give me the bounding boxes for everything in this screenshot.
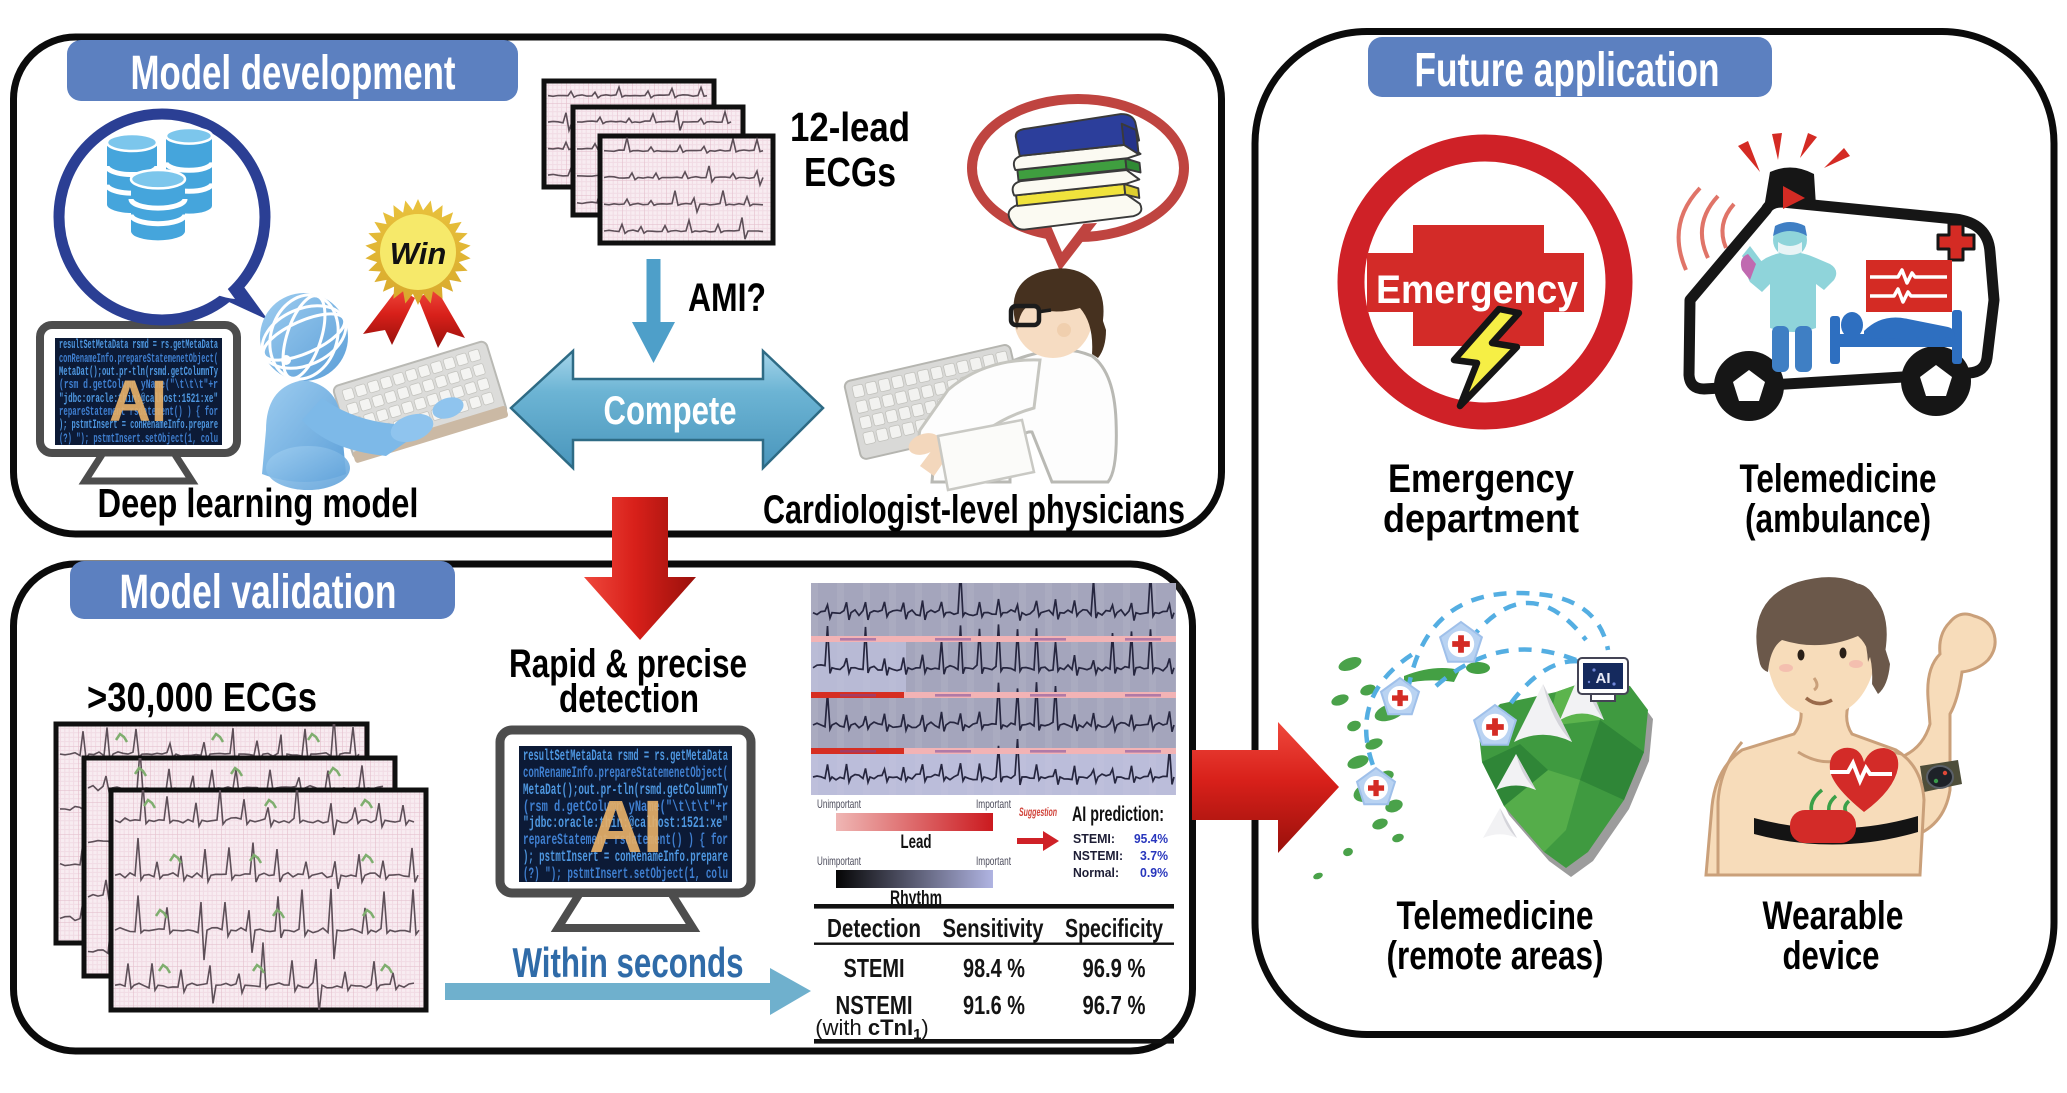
svg-text:98.4 %: 98.4 % bbox=[963, 953, 1025, 983]
svg-text:"jdbc:oracle:thin:@calhost:152: "jdbc:oracle:thin:@calhost:1521:xe" bbox=[59, 392, 218, 406]
svg-text:(rsm d.getColumn yName("\t\t\t: (rsm d.getColumn yName("\t\t\t"+r bbox=[523, 798, 728, 816]
svg-text:Deep learning model: Deep learning model bbox=[98, 480, 419, 526]
svg-text:conRenameInfo.prepareStatemene: conRenameInfo.prepareStatemenetObject( bbox=[59, 352, 218, 366]
svg-text:NSTEMI: NSTEMI bbox=[836, 990, 913, 1020]
svg-text:Lead: Lead bbox=[901, 832, 932, 853]
svg-text:Important: Important bbox=[976, 797, 1011, 811]
svg-text:detection: detection bbox=[559, 677, 699, 721]
svg-text:Emergency: Emergency bbox=[1376, 268, 1579, 312]
svg-text:AI: AI bbox=[109, 369, 167, 434]
svg-text:Telemedicine: Telemedicine bbox=[1740, 457, 1937, 501]
svg-text:Sensitivity: Sensitivity bbox=[943, 913, 1044, 943]
svg-text:device: device bbox=[1783, 934, 1880, 978]
svg-text:AI: AI bbox=[1596, 670, 1611, 687]
svg-text:Model development: Model development bbox=[131, 47, 456, 100]
svg-text:Normal:: Normal: bbox=[1073, 865, 1119, 880]
svg-text:AI prediction:: AI prediction: bbox=[1072, 803, 1164, 826]
svg-text:Unimportant: Unimportant bbox=[817, 797, 861, 811]
svg-text:Suggestion: Suggestion bbox=[1019, 805, 1057, 819]
svg-text:NSTEMI:: NSTEMI: bbox=[1073, 848, 1123, 863]
svg-text:Within seconds: Within seconds bbox=[513, 939, 744, 986]
svg-text:MetaDat();out.pr-tln(rsmd.getC: MetaDat();out.pr-tln(rsmd.getColumnTy bbox=[523, 781, 728, 799]
svg-text:96.7 %: 96.7 % bbox=[1083, 990, 1146, 1020]
svg-text:); pstmtInsert = conRenameInfo: ); pstmtInsert = conRenameInfo.prepare bbox=[59, 418, 218, 432]
svg-text:0.9%: 0.9% bbox=[1140, 865, 1168, 880]
svg-text:AMI?: AMI? bbox=[688, 276, 766, 320]
svg-text:Detection: Detection bbox=[827, 913, 921, 943]
svg-text:resultSetMetaData rsmd = rs.ge: resultSetMetaData rsmd = rs.getMetaData bbox=[59, 338, 218, 352]
svg-text:Wearable: Wearable bbox=[1763, 894, 1904, 938]
svg-text:MetaDat();out.pr-tln(rsmd.getC: MetaDat();out.pr-tln(rsmd.getColumnTy bbox=[59, 365, 218, 379]
svg-text:conRenameInfo.prepareStatemene: conRenameInfo.prepareStatemenetObject( bbox=[523, 764, 728, 782]
svg-text:); pstmtInsert = conRenameInfo: ); pstmtInsert = conRenameInfo.prepare bbox=[523, 848, 728, 866]
svg-text:(rsm d.getColumn yName("\t\t\t: (rsm d.getColumn yName("\t\t\t"+r bbox=[59, 378, 218, 392]
svg-text:(remote areas): (remote areas) bbox=[1387, 934, 1604, 978]
svg-text:(with cTnI1): (with cTnI1) bbox=[815, 1015, 928, 1043]
svg-text:Emergency: Emergency bbox=[1388, 457, 1575, 501]
svg-text:AI: AI bbox=[589, 785, 663, 868]
svg-text:STEMI:: STEMI: bbox=[1073, 831, 1115, 846]
svg-text:Future application: Future application bbox=[1415, 44, 1720, 97]
svg-text:Model validation: Model validation bbox=[120, 566, 397, 619]
svg-text:(?) "); pstmtInsert.setObject(: (?) "); pstmtInsert.setObject(1, colu bbox=[523, 865, 728, 883]
svg-text:(?) "); pstmtInsert.setObject(: (?) "); pstmtInsert.setObject(1, colu bbox=[59, 432, 218, 446]
svg-text:95.4%: 95.4% bbox=[1134, 831, 1168, 846]
svg-text:Rapid & precise: Rapid & precise bbox=[509, 642, 747, 686]
svg-text:repareStatement rsdatement(): repareStatement rsdatement() ) { for bbox=[523, 831, 728, 849]
svg-text:resultSetMetaData rsmd = rs.ge: resultSetMetaData rsmd = rs.getMetaData bbox=[523, 747, 728, 765]
svg-text:Telemedicine: Telemedicine bbox=[1397, 894, 1594, 938]
svg-text:Cardiologist-level physicians: Cardiologist-level physicians bbox=[763, 488, 1185, 532]
svg-text:Win: Win bbox=[390, 236, 447, 271]
svg-text:"jdbc:oracle:thin:@calhost:152: "jdbc:oracle:thin:@calhost:1521:xe" bbox=[523, 814, 728, 832]
svg-text:Unimportant: Unimportant bbox=[817, 854, 861, 868]
svg-text:STEMI: STEMI bbox=[844, 953, 905, 983]
svg-text:3.7%: 3.7% bbox=[1140, 848, 1168, 863]
svg-text:Compete: Compete bbox=[604, 389, 737, 433]
svg-text:repareStatement rsdatement(): repareStatement rsdatement() ) { for bbox=[59, 405, 218, 419]
svg-text:91.6 %: 91.6 % bbox=[963, 990, 1025, 1020]
svg-text:(ambulance): (ambulance) bbox=[1745, 497, 1931, 541]
svg-text:Rhythm: Rhythm bbox=[890, 888, 942, 909]
svg-text:ECGs: ECGs bbox=[804, 149, 896, 195]
svg-text:Important: Important bbox=[976, 854, 1011, 868]
svg-text:>30,000 ECGs: >30,000 ECGs bbox=[87, 674, 317, 720]
svg-text:Specificity: Specificity bbox=[1065, 913, 1163, 943]
svg-text:96.9 %: 96.9 % bbox=[1083, 953, 1146, 983]
svg-text:12-lead: 12-lead bbox=[790, 104, 910, 150]
svg-text:department: department bbox=[1383, 497, 1579, 541]
